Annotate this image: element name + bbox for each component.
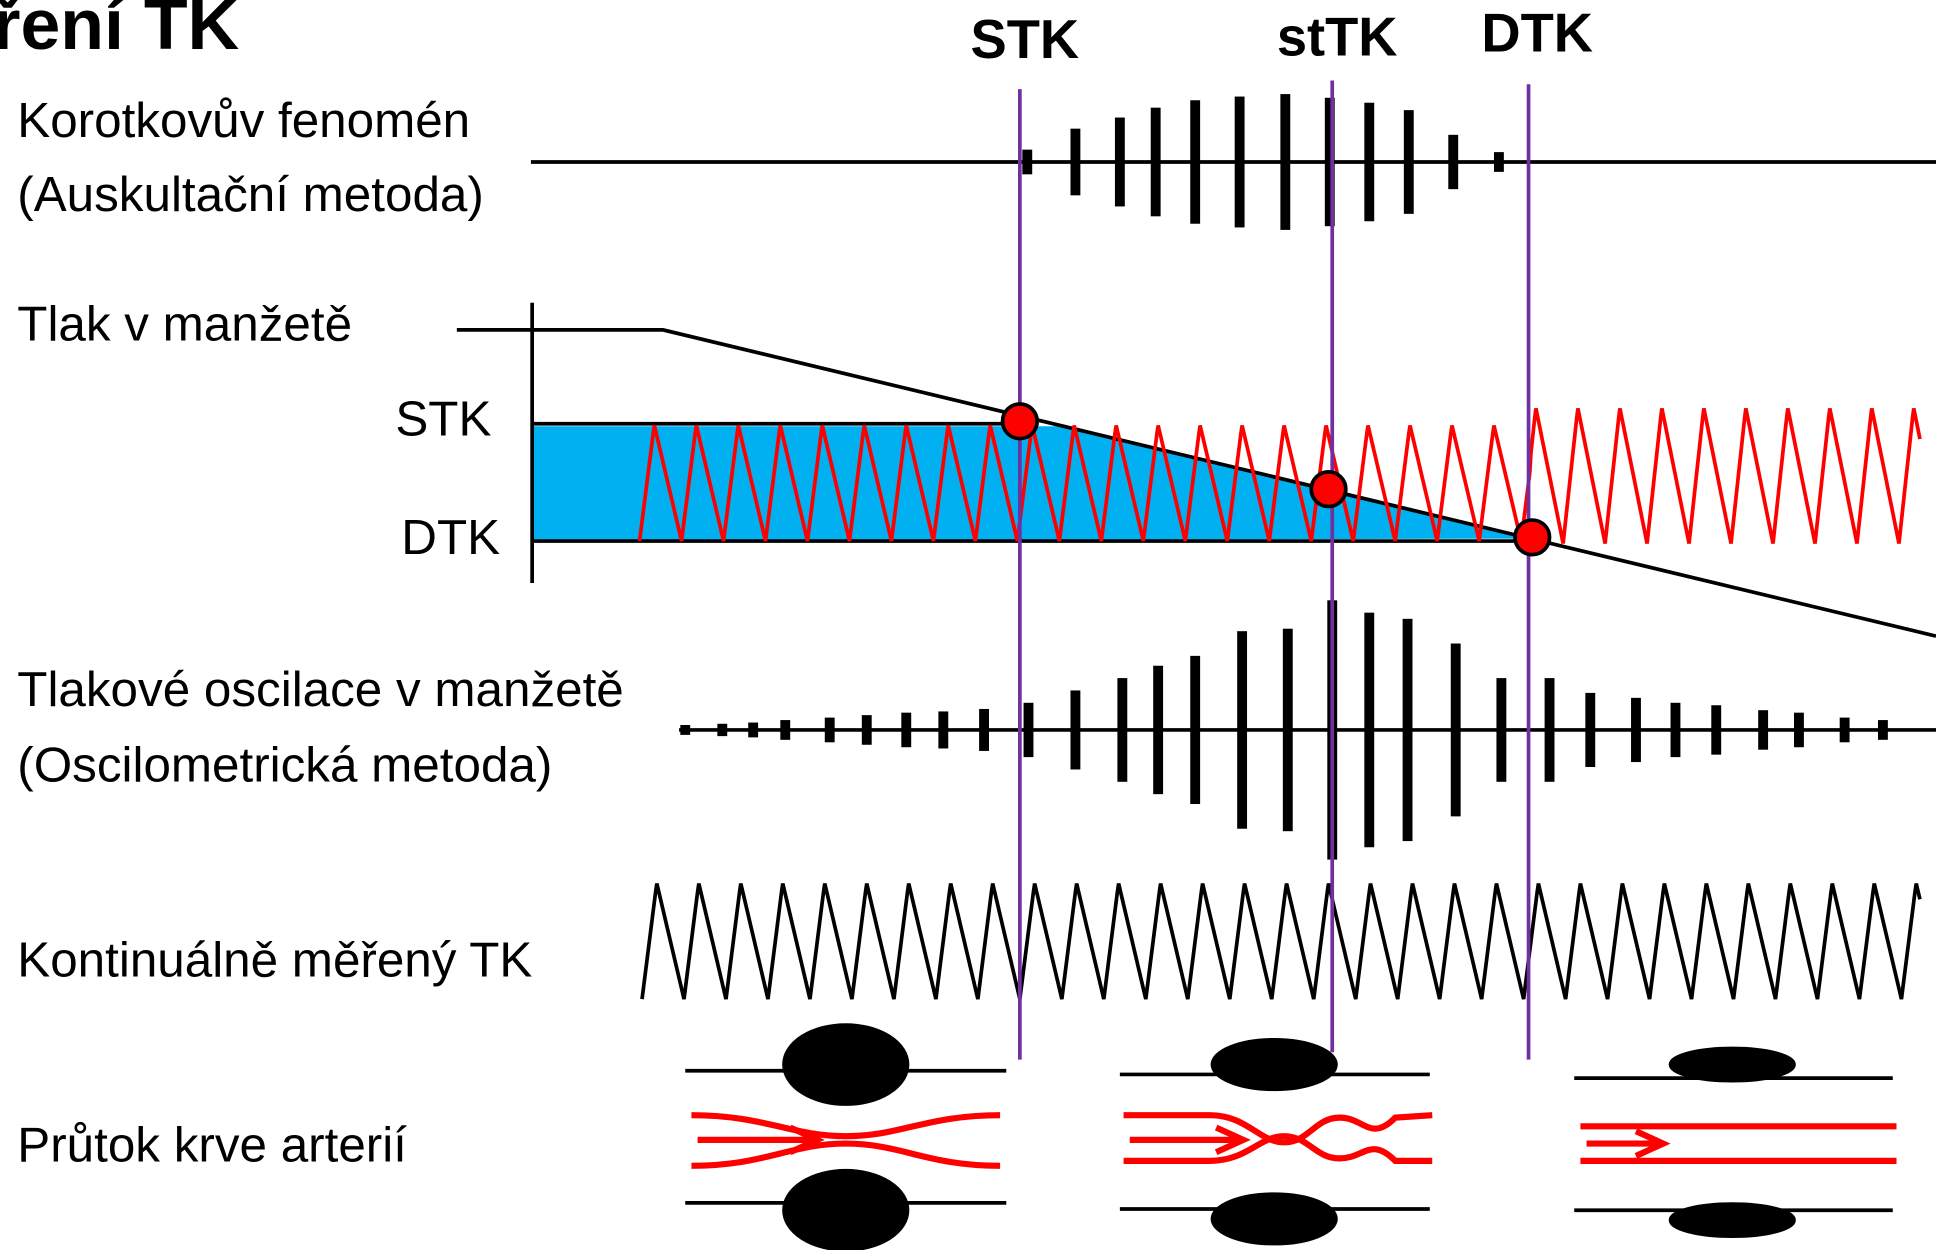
oscillation-bar	[780, 720, 791, 740]
sound-bar	[1190, 100, 1201, 224]
sound-bar	[1022, 149, 1033, 175]
oscillation-bar	[1711, 705, 1722, 755]
marker-label: STK	[970, 9, 1079, 70]
oscillation-bar	[1117, 678, 1128, 782]
point	[1000, 402, 1039, 441]
oscillation-bar	[901, 712, 912, 748]
axis-label: STK	[395, 392, 491, 447]
row-label: Tlak v manžetě	[17, 296, 352, 351]
oscillation-bar	[748, 722, 759, 738]
oscillation-bar	[1758, 710, 1769, 750]
oscillation-bar	[1023, 702, 1034, 758]
sound-bar	[1364, 102, 1375, 222]
wave	[640, 883, 1922, 1000]
waves	[637, 407, 1922, 1000]
wave	[637, 407, 1922, 544]
title: ření TK	[0, 0, 240, 65]
artery-3	[1574, 1046, 1897, 1239]
oscillation-bar	[1282, 628, 1293, 832]
row-label: Kontinuálně měřený TK	[17, 932, 532, 987]
oscillation-bar	[938, 711, 949, 749]
bars	[680, 94, 1888, 860]
sound-bar	[1150, 107, 1161, 217]
oscillation-bar	[824, 717, 835, 743]
axis-label: DTK	[401, 510, 500, 565]
marker-label: stTK	[1277, 6, 1398, 67]
oscillation-bar	[680, 725, 691, 735]
sound-bar	[1114, 117, 1125, 207]
row-label: Průtok krve arterií	[17, 1118, 407, 1173]
marker-label: DTK	[1481, 3, 1593, 64]
cuff-pressure-line	[456, 328, 1936, 638]
oscillation-bar	[1402, 618, 1413, 842]
artery-2	[1119, 1038, 1433, 1246]
oscillation-bar	[1839, 717, 1850, 743]
oscillation-bar	[1670, 702, 1681, 758]
sound-bar	[1403, 110, 1414, 214]
sound-bar	[1280, 94, 1291, 230]
oscillation-bar	[1153, 665, 1164, 795]
pressure-band	[532, 426, 1532, 542]
artery-1	[685, 1023, 1007, 1250]
oscillation-bar	[1631, 697, 1641, 763]
sound-bar	[1324, 97, 1335, 227]
oscillation-bar	[1794, 712, 1804, 748]
row-sublabel: (Oscilometrická metoda)	[17, 737, 552, 792]
row-label: Tlakové oscilace v manžetě	[17, 662, 623, 717]
oscillation-bar	[1190, 655, 1201, 805]
point	[1513, 518, 1552, 557]
row-sublabel: (Auskultační metoda)	[17, 167, 484, 222]
oscillation-bar	[1496, 678, 1507, 782]
point	[1309, 470, 1348, 509]
row-label: Korotkovův fenomén	[17, 93, 470, 148]
sound-bar	[1070, 128, 1081, 196]
sound-bar	[1234, 96, 1245, 228]
oscillation-bar	[979, 708, 989, 751]
sound-bar	[1493, 152, 1504, 172]
oscillation-bar	[1585, 692, 1596, 767]
oscillation-bar	[1544, 678, 1555, 782]
oscillation-bar	[861, 715, 872, 745]
oscillation-bar	[1877, 720, 1888, 740]
oscillation-bar	[717, 723, 728, 737]
oscillation-bar	[1364, 612, 1375, 848]
oscillation-bar	[1450, 643, 1461, 817]
sound-bar	[1448, 134, 1459, 190]
oscillation-bar	[1237, 631, 1248, 829]
oscillation-bar	[1070, 690, 1081, 770]
